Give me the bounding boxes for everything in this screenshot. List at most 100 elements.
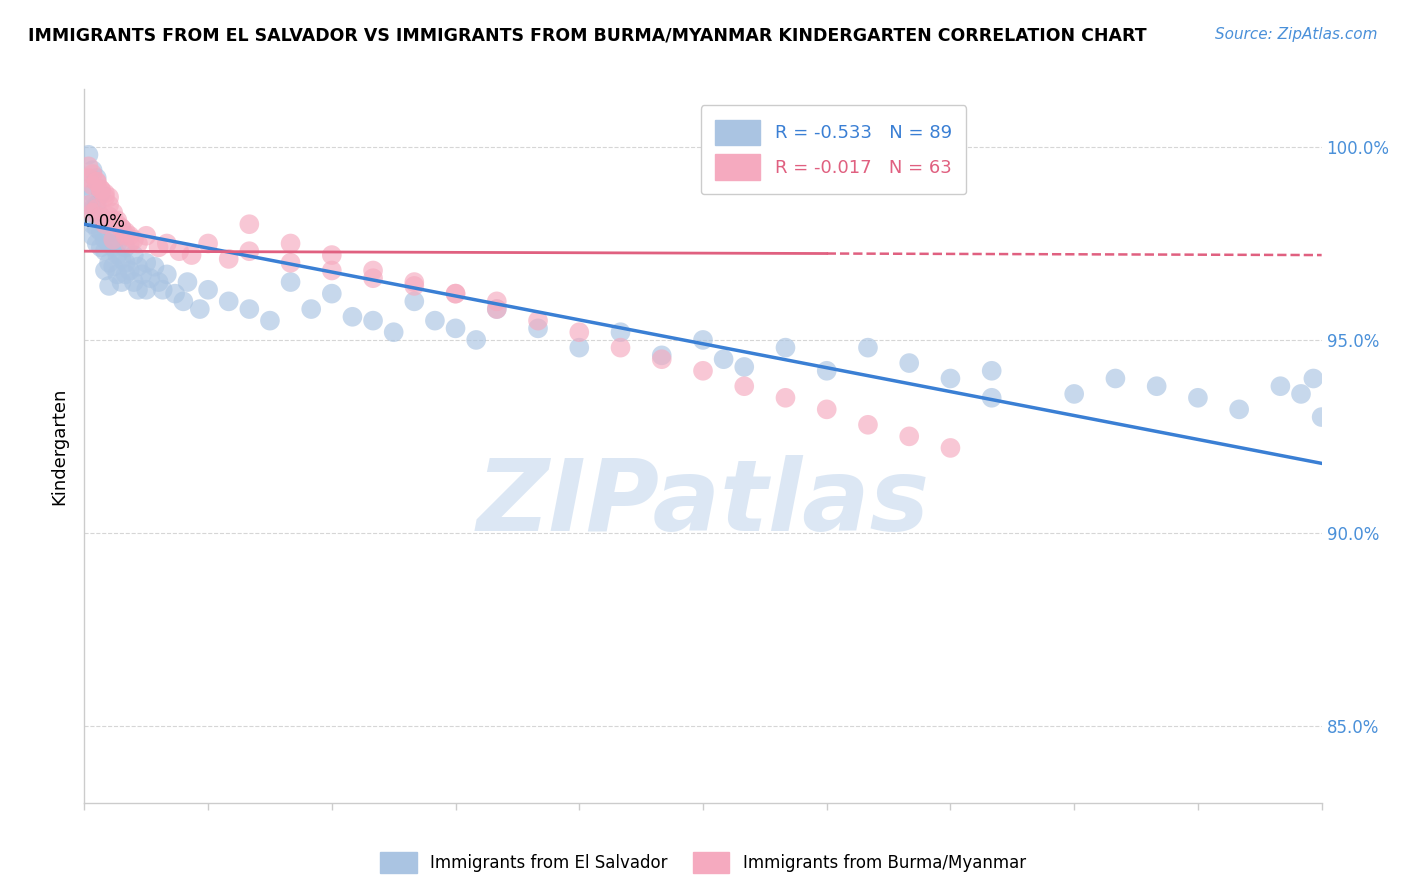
Point xyxy=(651,348,673,362)
Point xyxy=(152,283,174,297)
Point xyxy=(127,260,149,274)
Point xyxy=(98,279,121,293)
Point xyxy=(176,275,198,289)
Point xyxy=(423,313,446,327)
Point xyxy=(94,217,117,231)
Point xyxy=(465,333,488,347)
Point xyxy=(98,198,121,212)
Point xyxy=(90,182,112,196)
Point xyxy=(404,279,426,293)
Point xyxy=(148,240,170,254)
Point xyxy=(404,275,426,289)
Point xyxy=(103,225,125,239)
Point xyxy=(939,371,962,385)
Point xyxy=(444,286,467,301)
Point xyxy=(98,256,121,270)
Point xyxy=(94,186,117,201)
Point xyxy=(98,210,121,224)
Point xyxy=(86,175,108,189)
Point xyxy=(197,283,219,297)
Point xyxy=(82,163,104,178)
Point xyxy=(342,310,364,324)
Point xyxy=(197,236,219,251)
Point xyxy=(86,236,108,251)
Point xyxy=(82,217,104,231)
Point xyxy=(94,190,117,204)
Point xyxy=(713,352,735,367)
Point xyxy=(733,379,755,393)
Point xyxy=(1104,371,1126,385)
Text: ZIPatlas: ZIPatlas xyxy=(477,455,929,551)
Point xyxy=(156,268,179,282)
Point xyxy=(1063,387,1085,401)
Point xyxy=(114,240,136,254)
Point xyxy=(148,275,170,289)
Point xyxy=(1227,402,1250,417)
Point xyxy=(77,198,100,212)
Point xyxy=(361,313,384,327)
Point xyxy=(86,175,108,189)
Point xyxy=(135,256,157,270)
Point xyxy=(651,352,673,367)
Point xyxy=(118,236,141,251)
Point xyxy=(815,364,838,378)
Point xyxy=(856,417,879,432)
Point xyxy=(238,301,260,316)
Point xyxy=(98,190,121,204)
Point xyxy=(980,391,1002,405)
Point xyxy=(110,221,132,235)
Point xyxy=(110,275,132,289)
Point xyxy=(609,341,631,355)
Text: IMMIGRANTS FROM EL SALVADOR VS IMMIGRANTS FROM BURMA/MYANMAR KINDERGARTEN CORREL: IMMIGRANTS FROM EL SALVADOR VS IMMIGRANT… xyxy=(28,27,1147,45)
Point xyxy=(382,325,405,339)
Point xyxy=(218,294,240,309)
Point xyxy=(609,325,631,339)
Legend: Immigrants from El Salvador, Immigrants from Burma/Myanmar: Immigrants from El Salvador, Immigrants … xyxy=(374,846,1032,880)
Point xyxy=(77,178,100,193)
Point xyxy=(135,228,157,243)
Point xyxy=(90,210,112,224)
Point xyxy=(90,186,112,201)
Point xyxy=(94,263,117,277)
Point xyxy=(444,286,467,301)
Point xyxy=(218,252,240,266)
Point xyxy=(86,202,108,216)
Point xyxy=(90,182,112,196)
Point xyxy=(94,213,117,227)
Point xyxy=(321,286,343,301)
Point xyxy=(568,341,591,355)
Point xyxy=(114,268,136,282)
Point xyxy=(118,228,141,243)
Point xyxy=(135,283,157,297)
Point xyxy=(898,356,921,370)
Point xyxy=(90,210,112,224)
Point xyxy=(98,236,121,251)
Y-axis label: Kindergarten: Kindergarten xyxy=(51,387,69,505)
Point xyxy=(105,213,128,227)
Point xyxy=(165,286,187,301)
Point xyxy=(122,248,145,262)
Point xyxy=(280,275,302,289)
Point xyxy=(172,294,194,309)
Point xyxy=(105,236,128,251)
Point xyxy=(77,159,100,173)
Point xyxy=(103,213,125,227)
Point xyxy=(485,301,508,316)
Point xyxy=(86,198,108,212)
Point xyxy=(82,186,104,201)
Point xyxy=(103,205,125,219)
Point xyxy=(82,178,104,193)
Point xyxy=(103,260,125,274)
Legend: R = -0.533   N = 89, R = -0.017   N = 63: R = -0.533 N = 89, R = -0.017 N = 63 xyxy=(700,105,966,194)
Point xyxy=(82,167,104,181)
Point xyxy=(143,260,166,274)
Point xyxy=(114,228,136,243)
Point xyxy=(77,148,100,162)
Point xyxy=(444,321,467,335)
Point xyxy=(122,233,145,247)
Point xyxy=(259,313,281,327)
Point xyxy=(156,236,179,251)
Point xyxy=(898,429,921,443)
Point xyxy=(321,263,343,277)
Point xyxy=(321,248,343,262)
